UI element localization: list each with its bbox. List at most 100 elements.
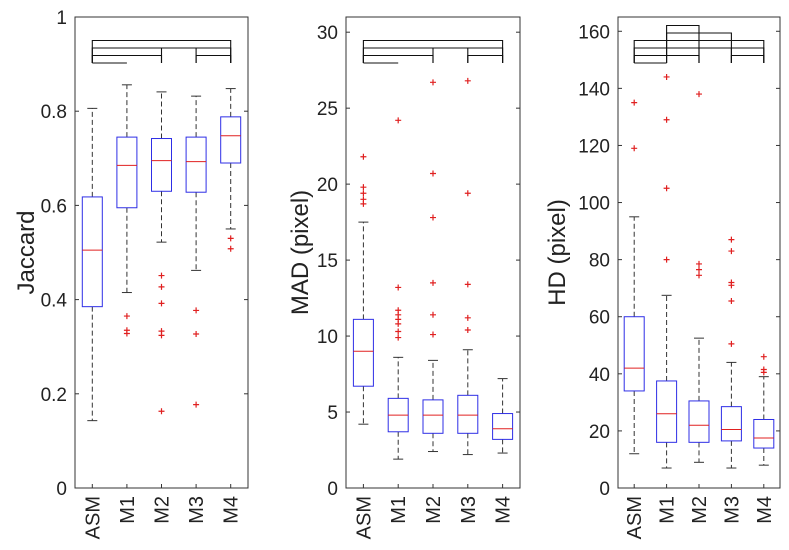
y-axis-label: Jaccard bbox=[13, 210, 40, 294]
x-tick-label: M4 bbox=[493, 496, 515, 524]
outlier-marker bbox=[760, 353, 767, 360]
outlier-marker bbox=[158, 300, 165, 307]
outlier-marker bbox=[430, 311, 436, 318]
iqr-box bbox=[753, 418, 775, 449]
box-m4 bbox=[753, 353, 775, 466]
significance-bracket bbox=[362, 54, 434, 63]
outlier-marker bbox=[464, 190, 471, 197]
outlier-marker bbox=[395, 284, 402, 291]
y-tick-label: 60 bbox=[589, 308, 610, 329]
outlier-marker bbox=[123, 330, 130, 337]
y-tick-label: 0.6 bbox=[41, 196, 67, 217]
outlier-marker bbox=[760, 366, 767, 373]
outlier-marker bbox=[430, 214, 436, 221]
axes-frame bbox=[617, 16, 781, 489]
y-tick-label: 30 bbox=[317, 23, 338, 44]
outlier-marker bbox=[696, 266, 702, 273]
x-tick-label: ASM bbox=[624, 496, 646, 539]
y-tick-label: 0.4 bbox=[41, 291, 68, 312]
outlier-marker bbox=[663, 256, 670, 263]
x-tick-label: M1 bbox=[657, 496, 679, 524]
panel-2: 0 5 10 15 20 25 30 MAD (pixel) ASM M1 M2 M3 M4 bbox=[287, 16, 521, 539]
outlier-marker bbox=[158, 283, 165, 290]
box-m3 bbox=[457, 77, 479, 456]
panel-1: 0 0.2 0.4 0.6 0.8 1 Jaccard ASM M1 M2 M3 M4 bbox=[13, 8, 249, 539]
box-m1 bbox=[387, 117, 409, 460]
axes-frame bbox=[345, 16, 521, 489]
significance-bracket bbox=[666, 24, 700, 63]
outlier-marker bbox=[430, 170, 436, 177]
y-tick-label: 20 bbox=[317, 175, 338, 196]
outlier-marker bbox=[395, 307, 402, 314]
outlier-marker bbox=[360, 184, 367, 191]
panel-3: 0 20 40 60 80 100 120 140 160 HD (pixel) ASM M1 M2 M3… bbox=[544, 16, 781, 539]
iqr-box bbox=[457, 394, 479, 434]
y-tick-label: 10 bbox=[317, 327, 338, 348]
iqr-box bbox=[116, 136, 138, 209]
outlier-marker bbox=[360, 190, 367, 197]
outlier-marker bbox=[728, 298, 735, 305]
y-tick-label: 140 bbox=[578, 79, 610, 100]
x-tick-label: M3 bbox=[721, 496, 743, 524]
y-tick-label: 20 bbox=[589, 422, 610, 443]
y-tick-label: 160 bbox=[578, 22, 610, 43]
outlier-marker bbox=[430, 279, 436, 286]
outlier-marker bbox=[430, 79, 436, 86]
box-m4 bbox=[220, 88, 242, 252]
y-tick-label: 0 bbox=[599, 479, 610, 500]
y-tick-label: 5 bbox=[327, 403, 338, 424]
y-tick-label: 0 bbox=[56, 479, 67, 500]
outlier-marker bbox=[395, 117, 402, 124]
outlier-marker bbox=[696, 260, 702, 267]
outlier-marker bbox=[663, 116, 670, 123]
outlier-marker bbox=[728, 248, 735, 255]
x-tick-label: M2 bbox=[152, 496, 174, 524]
outlier-marker bbox=[158, 272, 165, 279]
box-m2 bbox=[422, 79, 444, 453]
outlier-marker bbox=[360, 196, 367, 203]
outlier-marker bbox=[728, 340, 735, 347]
box-m4 bbox=[492, 378, 514, 454]
outlier-marker bbox=[631, 145, 638, 152]
y-tick-label: 100 bbox=[578, 194, 610, 215]
significance-bracket bbox=[730, 54, 765, 63]
box-m2 bbox=[151, 91, 172, 415]
x-tick-label: ASM bbox=[82, 496, 104, 539]
iqr-box bbox=[185, 136, 207, 193]
y-tick-label: 120 bbox=[578, 136, 610, 157]
outlier-marker bbox=[663, 185, 670, 192]
iqr-box bbox=[623, 316, 645, 392]
box-m3 bbox=[185, 95, 207, 408]
outlier-marker bbox=[395, 334, 402, 341]
significance-bracket bbox=[195, 54, 232, 63]
outlier-marker bbox=[696, 91, 702, 98]
iqr-box bbox=[151, 138, 172, 192]
iqr-box bbox=[688, 400, 710, 443]
outlier-marker bbox=[158, 332, 165, 339]
outlier-marker bbox=[631, 99, 638, 106]
significance-bracket bbox=[91, 54, 163, 63]
box-asm bbox=[352, 153, 374, 425]
box-m3 bbox=[720, 236, 742, 469]
box-m1 bbox=[656, 73, 678, 469]
y-tick-label: 0.2 bbox=[41, 385, 67, 406]
y-axis-label: MAD (pixel) bbox=[287, 190, 314, 315]
box-asm bbox=[81, 107, 103, 422]
box-m2 bbox=[688, 91, 710, 463]
iqr-box bbox=[656, 380, 678, 443]
outlier-marker bbox=[227, 245, 234, 252]
outlier-marker bbox=[193, 401, 200, 408]
y-tick-label: 80 bbox=[589, 251, 610, 272]
iqr-box bbox=[220, 116, 242, 164]
y-tick-label: 0.8 bbox=[41, 102, 67, 123]
x-tick-label: M4 bbox=[221, 496, 243, 524]
x-tick-label: M1 bbox=[117, 496, 139, 524]
y-axis-label: HD (pixel) bbox=[544, 199, 571, 306]
outlier-marker bbox=[123, 313, 130, 320]
x-tick-label: ASM bbox=[353, 496, 375, 539]
outlier-marker bbox=[464, 314, 471, 321]
y-tick-label: 40 bbox=[589, 365, 610, 386]
outlier-marker bbox=[728, 236, 735, 243]
x-tick-label: M1 bbox=[388, 496, 410, 524]
